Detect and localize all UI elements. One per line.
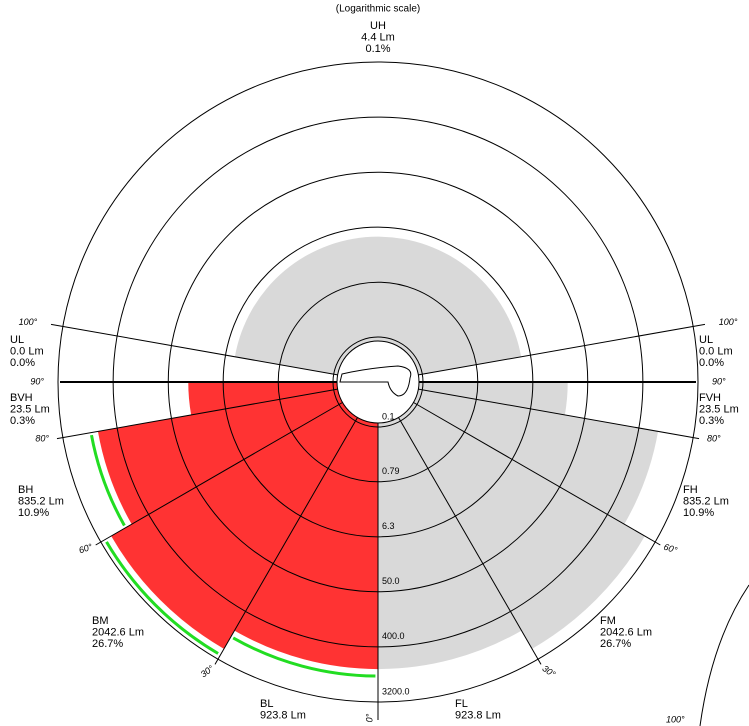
angle-label: 90° <box>30 376 44 386</box>
zone-label: BM <box>92 615 109 627</box>
zone-label: 0.0% <box>10 357 35 369</box>
zone-label: BL <box>260 698 273 710</box>
axes <box>50 61 706 720</box>
angle-label: 30° <box>540 663 557 679</box>
angle-label: 80° <box>35 434 49 444</box>
radial-line <box>214 417 358 665</box>
zone-label: 0.0 Lm <box>699 345 733 357</box>
zone-label: 2042.6 Lm <box>92 626 144 638</box>
zone-sector <box>111 382 379 649</box>
limit-arc <box>92 434 127 525</box>
zone-label: BH <box>18 484 33 496</box>
zone-label: FVH <box>699 392 721 404</box>
zone-label: 923.8 Lm <box>260 709 306 721</box>
r-tick-label: 400.0 <box>382 631 405 641</box>
zone-label: 10.9% <box>18 507 49 519</box>
zone-label: 0.0% <box>699 357 724 369</box>
luminaire-icon <box>339 365 412 397</box>
zone-label: 835.2 Lm <box>683 495 729 507</box>
zone-sector <box>97 382 378 525</box>
zone-sector <box>234 382 378 670</box>
angle-label: 80° <box>707 434 721 444</box>
angle-label: 0° <box>364 713 374 722</box>
zone-label: 23.5 Lm <box>699 403 739 415</box>
zone-label: UL <box>699 334 713 346</box>
limit-arc <box>233 635 376 676</box>
zone-label: 923.8 Lm <box>455 709 501 721</box>
zone-label: UL <box>10 334 24 346</box>
zone-label: UH <box>370 20 386 32</box>
zone-label: 0.1% <box>365 43 390 55</box>
radial-line <box>56 388 338 440</box>
limit-arc <box>107 540 220 653</box>
fills <box>90 236 659 678</box>
zone-label: FM <box>600 615 616 627</box>
radial-line <box>418 388 700 440</box>
zone-label: 2042.6 Lm <box>600 626 652 638</box>
zone-label: FL <box>455 698 468 710</box>
angle-label: 60° <box>78 542 94 556</box>
angle-label: 30° <box>199 663 216 679</box>
zone-label: 26.7% <box>92 638 123 650</box>
r-tick-label: 0.79 <box>382 466 400 476</box>
radial-line <box>95 402 343 546</box>
limit-arc <box>232 636 376 678</box>
r-tick-label: 6.3 <box>382 521 395 531</box>
zone-label: 835.2 Lm <box>18 495 64 507</box>
zone-sector <box>234 236 522 382</box>
radial-line <box>413 402 661 546</box>
r-tick-label: 50.0 <box>382 576 400 586</box>
angle-label: 90° <box>712 376 726 386</box>
fragment-arc <box>699 584 749 726</box>
fragment-label: 100° <box>666 714 685 724</box>
radial-line <box>50 323 338 376</box>
r-tick-label: 0.1 <box>382 411 395 421</box>
angle-label: 60° <box>662 542 678 556</box>
angle-label: 100° <box>19 317 38 327</box>
zone-label: 4.4 Lm <box>361 31 395 43</box>
r-tick-label: 3200.0 <box>382 686 410 696</box>
zone-label: 23.5 Lm <box>10 403 50 415</box>
limit-arc <box>105 541 219 655</box>
zone-label: BVH <box>10 392 33 404</box>
zone-label: FH <box>683 484 698 496</box>
zone-label: 0.0 Lm <box>10 345 44 357</box>
zone-sector <box>378 382 659 525</box>
radial-line <box>418 323 706 376</box>
zone-label: 0.3% <box>699 415 724 427</box>
zone-label: 26.7% <box>600 638 631 650</box>
radial-line <box>398 417 542 665</box>
angle-label: 100° <box>719 317 738 327</box>
zone-sector <box>378 382 645 649</box>
limit-arc <box>90 434 126 527</box>
zone-label: 0.3% <box>10 415 35 427</box>
zone-label: 10.9% <box>683 507 714 519</box>
subtitle: (Logarithmic scale) <box>336 4 420 15</box>
zone-sector <box>378 382 522 670</box>
